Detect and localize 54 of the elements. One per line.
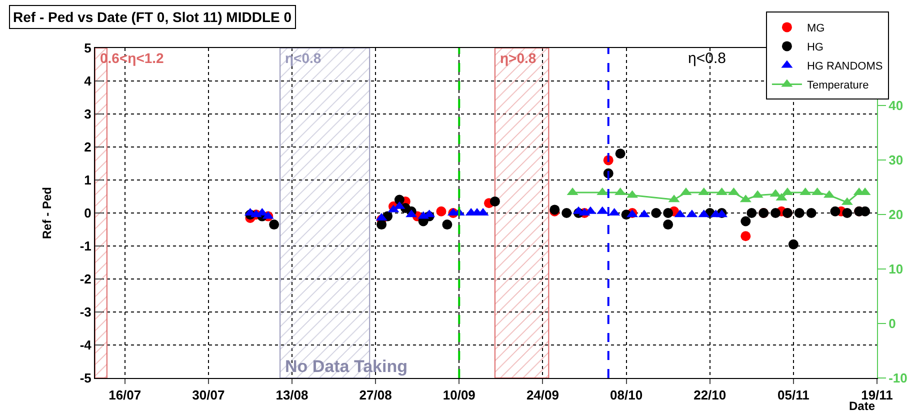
x-tick-label: 27/08 [359,388,392,403]
annotation: η<0.8 [688,50,726,67]
y2-tick-label: 30 [888,152,904,168]
y-tick-label: 4 [84,74,92,89]
point [436,206,446,216]
x-tick-label: 05/11 [778,388,810,403]
y2-tick-label: -10 [888,370,908,386]
y2-tick-label: 20 [888,206,904,222]
y2-tick-label: 40 [888,98,904,113]
point [740,231,751,242]
legend-label: Temperature [806,79,869,92]
band-label: η>0.8 [500,50,536,66]
y-axis-title: Ref - Ped [40,186,54,240]
y-tick-label: 0 [84,206,92,221]
y-tick-label: -1 [80,238,92,254]
legend-label: HG [806,41,824,54]
y-tick-label: 1 [84,172,92,188]
point [490,196,500,206]
legend-label: MG [806,22,825,34]
point [830,206,840,216]
point [842,208,852,218]
point [794,208,804,218]
x-tick-label: 13/08 [276,388,308,403]
point [740,216,751,226]
x-tick-label: 16/07 [108,388,142,403]
point [562,208,572,218]
y-tick-label: 5 [84,40,92,56]
point [269,220,280,230]
band-label: η<0.8 [285,50,322,66]
y2-tick-label: 0 [888,316,896,331]
x-tick-label: 10/09 [442,388,476,403]
legend-label: HG RANDOMS [806,60,883,72]
point [806,208,816,218]
x-tick-label: 22/10 [694,388,726,403]
point [615,148,626,159]
y-tick-label: 3 [84,106,92,122]
x-tick-label: 08/10 [610,388,643,403]
y-tick-label: -2 [80,272,92,287]
point [770,208,781,218]
point [746,208,757,218]
point [651,208,662,218]
x-tick-label: 24/09 [526,388,559,403]
point [376,220,387,230]
point [663,220,674,230]
y-tick-label: -5 [80,370,92,386]
y-tick-label: 2 [84,140,92,155]
point [442,220,452,230]
chart-title: Ref - Ped vs Date (FT 0, Slot 11) MIDDLE 0 [13,9,292,25]
y-tick-label: -4 [80,338,92,353]
y2-tick-label: 10 [888,261,904,276]
point [663,208,674,218]
x-tick-label: 30/07 [192,388,225,403]
point [788,239,798,250]
y-tick-label: -3 [80,304,92,320]
